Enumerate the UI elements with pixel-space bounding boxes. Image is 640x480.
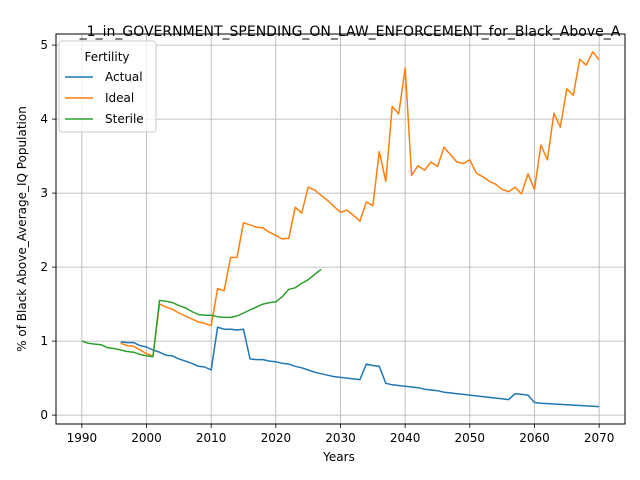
y-tick-label: 4	[40, 112, 48, 126]
x-tick-label: 2040	[390, 431, 421, 445]
y-tick-label: 5	[40, 38, 48, 52]
x-tick-label: 2070	[584, 431, 615, 445]
legend-items: Actual Ideal Sterile	[65, 70, 144, 126]
series-line-ideal	[120, 51, 600, 357]
legend-label-ideal: Ideal	[105, 91, 134, 105]
series-line-actual	[120, 326, 600, 408]
legend-label-actual: Actual	[105, 70, 143, 84]
axis-ticks: 1990 2000 2010 2020 2030 2040 2050 2060 2070 0 1 2 3…	[40, 38, 614, 445]
x-tick-label: 2020	[261, 431, 292, 445]
y-tick-label: 1	[40, 334, 48, 348]
series-line-sterile	[81, 268, 322, 358]
y-tick-label: 2	[40, 260, 48, 274]
y-tick-label: 0	[40, 408, 48, 422]
legend-frame	[58, 40, 157, 133]
x-tick-label: 2060	[519, 431, 550, 445]
x-tick-label: 2010	[196, 431, 227, 445]
series-lines	[81, 51, 600, 408]
y-axis-label: % of Black Above_Average_IQ Population	[15, 106, 29, 352]
x-axis-label: Years	[322, 450, 355, 464]
grid	[56, 34, 625, 424]
chart-title: _1_in_GOVERNMENT_SPENDING_ON_LAW_ENFORCE…	[79, 24, 621, 40]
legend-title: Fertility	[84, 50, 129, 64]
legend-label-sterile: Sterile	[105, 112, 144, 126]
x-tick-label: 2030	[325, 431, 356, 445]
x-tick-label: 1990	[67, 431, 98, 445]
legend: Fertility Actual Ideal Sterile	[58, 40, 157, 133]
x-tick-label: 2000	[131, 431, 162, 445]
y-tick-label: 3	[40, 186, 48, 200]
x-tick-label: 2050	[455, 431, 486, 445]
